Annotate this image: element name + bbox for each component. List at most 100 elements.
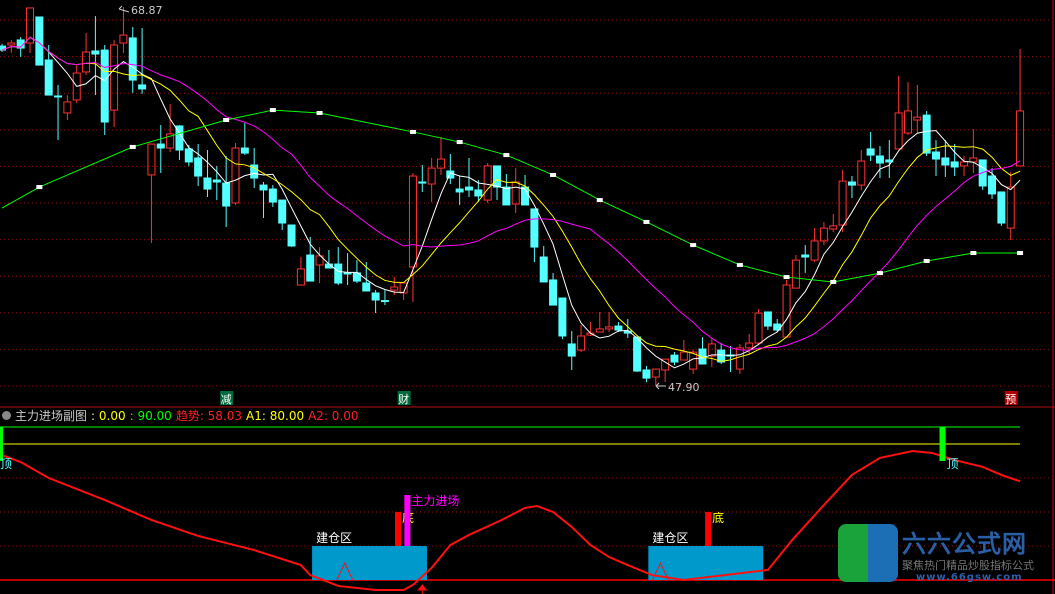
signal-label: 财 <box>398 392 409 406</box>
candle-down <box>567 343 576 357</box>
candle-up <box>651 368 660 378</box>
candle-down <box>156 143 165 149</box>
candle-up <box>72 72 81 101</box>
candle-down <box>128 37 137 81</box>
signal-label: 预 <box>1005 393 1016 406</box>
build-zone-label: 建仓区 <box>652 531 688 545</box>
candle-down <box>763 311 772 327</box>
ma-trend-marker <box>409 129 416 134</box>
logo-url: www.66gsw.com <box>916 572 1023 583</box>
candle-down <box>997 191 1006 224</box>
candle-up <box>390 286 399 291</box>
candle-up <box>1006 186 1015 229</box>
candle-up <box>119 34 128 44</box>
candle-down <box>633 336 642 372</box>
candle-down <box>54 95 63 98</box>
ma-trend-marker <box>690 243 697 248</box>
ma-trend-marker <box>269 108 276 113</box>
ma-trend-line <box>1 109 1021 283</box>
candle-down <box>91 50 100 55</box>
candle-up <box>810 240 819 261</box>
candle-up <box>63 101 72 114</box>
candle-up <box>296 268 305 286</box>
candle-up <box>427 167 436 185</box>
entry-arrow-icon <box>417 584 428 594</box>
signal-bar-label: 顶 <box>0 457 12 471</box>
logo-slogan: 聚焦热门精品炒股指标公式 <box>902 559 1034 572</box>
ma20-line <box>1 36 1021 351</box>
header-value-trend: 趋势: 58.03 <box>175 409 243 423</box>
logo-name: 六六公式网 <box>902 530 1027 558</box>
ma-trend-marker <box>830 279 837 284</box>
ma-trend-marker <box>970 251 977 256</box>
build-zone <box>648 546 764 580</box>
ma-trend-marker <box>876 271 883 276</box>
signal-bar <box>0 427 3 461</box>
signal-label: 减 <box>221 393 232 406</box>
candle-down <box>259 184 268 191</box>
candle-up <box>894 112 903 150</box>
candle-up <box>707 343 716 357</box>
indicator-menu-icon[interactable] <box>2 411 11 420</box>
candle-down <box>623 330 632 334</box>
ma-trend-marker <box>923 258 930 263</box>
candle-down <box>100 49 109 123</box>
header-value-a1: A1: 80.00 <box>246 408 305 423</box>
candle-up <box>577 335 586 351</box>
candle-up <box>1016 110 1025 167</box>
candle-up <box>147 143 156 176</box>
site-logo: 六六公式网 聚焦热门精品炒股指标公式 www.66gsw.com <box>836 522 1051 588</box>
candle-up <box>745 342 754 349</box>
candle-down <box>203 177 212 190</box>
candle-up <box>791 259 800 289</box>
candle-down <box>194 157 203 177</box>
candle-down <box>493 165 502 188</box>
candle-down <box>250 164 259 179</box>
ma-trend-marker <box>503 153 510 158</box>
candle-down <box>212 179 221 183</box>
triangle-icon <box>652 561 669 581</box>
indicator-title: 主力进场副图 <box>15 409 88 423</box>
ma-trend-marker <box>736 262 743 267</box>
candle-up <box>969 157 978 163</box>
candle-down <box>138 84 147 90</box>
signal-bar-label: 顶 <box>947 457 959 471</box>
candle-up <box>960 161 969 167</box>
candle-down <box>455 188 464 193</box>
ma-trend-marker <box>1017 251 1024 256</box>
candle-down <box>362 282 371 292</box>
header-value-0: : 0.00 <box>91 408 126 423</box>
candle-down <box>941 157 950 166</box>
indicator-header: 主力进场副图 : 0.00 : 90.00 趋势: 58.03 A1: 80.0… <box>0 407 363 424</box>
signal-bar <box>404 495 411 546</box>
candle-down <box>474 189 483 197</box>
low-arrow-icon <box>655 382 666 390</box>
candle-down <box>268 188 277 203</box>
candle-up <box>595 328 604 333</box>
candle-down <box>558 297 567 337</box>
candle-up <box>903 110 912 134</box>
candle-down <box>717 349 726 363</box>
candle-down <box>614 325 623 331</box>
ma-trend-marker <box>783 275 790 280</box>
candle-up <box>315 255 324 266</box>
candle-down <box>549 279 558 306</box>
candle-up <box>436 158 445 169</box>
candle-down <box>502 186 511 206</box>
candle-down <box>950 161 959 168</box>
candle-up <box>7 42 16 46</box>
candle-down <box>922 114 931 154</box>
candle-up <box>782 284 791 338</box>
candle-down <box>278 199 287 224</box>
build-zone <box>312 546 427 580</box>
signal-badge <box>220 391 234 405</box>
signal-badge <box>1004 391 1018 405</box>
candle-up <box>838 180 847 226</box>
candle-down <box>334 263 343 284</box>
low-price-label: 47.90 <box>668 381 700 394</box>
candle-up <box>913 116 922 121</box>
candle-down <box>184 148 193 163</box>
candle-down <box>932 151 940 160</box>
header-value-a2: A2: 0.00 <box>308 408 359 423</box>
